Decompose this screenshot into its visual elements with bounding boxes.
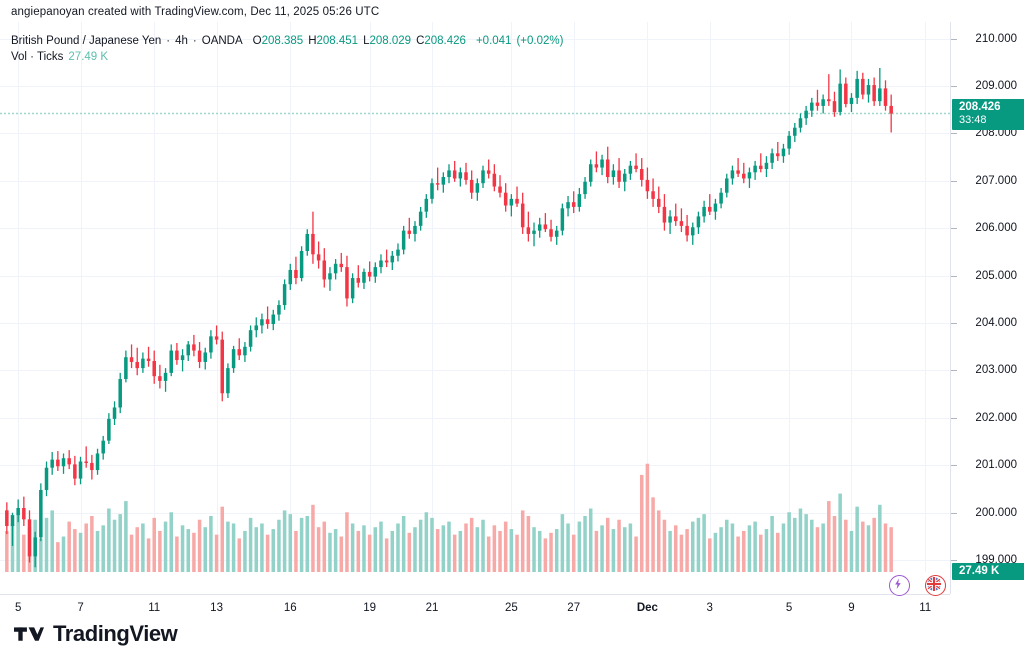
price-tick-mark [951, 513, 957, 514]
price-tick-mark [951, 86, 957, 87]
price-tick-label: 201.000 [975, 459, 1017, 472]
flag-glyph [926, 576, 942, 592]
time-tick-label: 16 [283, 602, 297, 614]
price-tick-label: 207.000 [975, 174, 1017, 187]
price-tick-label: 205.000 [975, 269, 1017, 282]
lightning-bolt-icon[interactable] [889, 575, 910, 596]
time-tick-label: 21 [425, 602, 439, 614]
attribution-text: angiepanoyan created with TradingView.co… [11, 6, 380, 18]
time-tick-label: 27 [567, 602, 581, 614]
price-tick-label: 202.000 [975, 411, 1017, 424]
price-tick-mark [951, 228, 957, 229]
time-tick-label: 5 [14, 602, 22, 614]
chart-plot-area[interactable] [0, 22, 950, 572]
price-tick-label: 209.000 [975, 80, 1017, 92]
price-tick-mark [951, 276, 957, 277]
price-tick-mark [951, 133, 957, 134]
time-tick-label: 5 [785, 602, 793, 614]
time-tick-label: 11 [148, 602, 161, 614]
price-tick-mark [951, 370, 957, 371]
time-scale[interactable]: 5 7 11 13 16 19 21 25 27 Dec 3 5 9 11 [0, 594, 950, 623]
time-tick-label: 19 [363, 602, 377, 614]
volume-value-badge: 27.49 K [952, 563, 1024, 580]
bolt-glyph [895, 578, 901, 590]
price-tick-label: 208.000 [975, 127, 1017, 140]
time-tick-label: 9 [848, 602, 855, 614]
time-tick-label: Dec [636, 602, 658, 614]
price-tick-mark [951, 39, 957, 40]
time-tick-label: 25 [504, 602, 518, 614]
price-tick-mark [951, 560, 957, 561]
uk-flag-icon[interactable] [925, 575, 946, 596]
tradingview-wordmark: TradingView [53, 621, 178, 646]
price-scale[interactable]: 208.426 33:48 27.49 K 210.000 209.000 208.… [950, 22, 1024, 594]
chart-container[interactable]: British Pound / Japanese Yen · 4h · OANDA O20… [0, 22, 1024, 614]
bar-countdown-timer: 33:48 [959, 114, 987, 127]
price-tick-mark [951, 465, 957, 466]
current-price-value: 208.426 [959, 101, 1001, 114]
time-tick-label: 3 [706, 602, 713, 614]
price-tick-mark [951, 323, 957, 324]
price-tick-label: 200.000 [975, 506, 1017, 519]
current-price-badge: 208.426 33:48 [952, 99, 1024, 131]
time-tick-label: 7 [77, 602, 84, 614]
time-tick-label: 13 [210, 602, 223, 614]
candlestick-series [0, 67, 950, 572]
tradingview-mark-icon [14, 626, 44, 641]
tradingview-logo[interactable]: TradingView [14, 621, 178, 647]
price-tick-label: 203.000 [975, 364, 1017, 377]
price-tick-mark [951, 418, 957, 419]
price-tick-label: 206.000 [975, 222, 1017, 235]
price-tick-label: 204.000 [975, 317, 1017, 330]
price-tick-label: 210.000 [975, 32, 1017, 45]
time-tick-label: 11 [919, 602, 932, 614]
price-tick-mark [951, 181, 957, 182]
